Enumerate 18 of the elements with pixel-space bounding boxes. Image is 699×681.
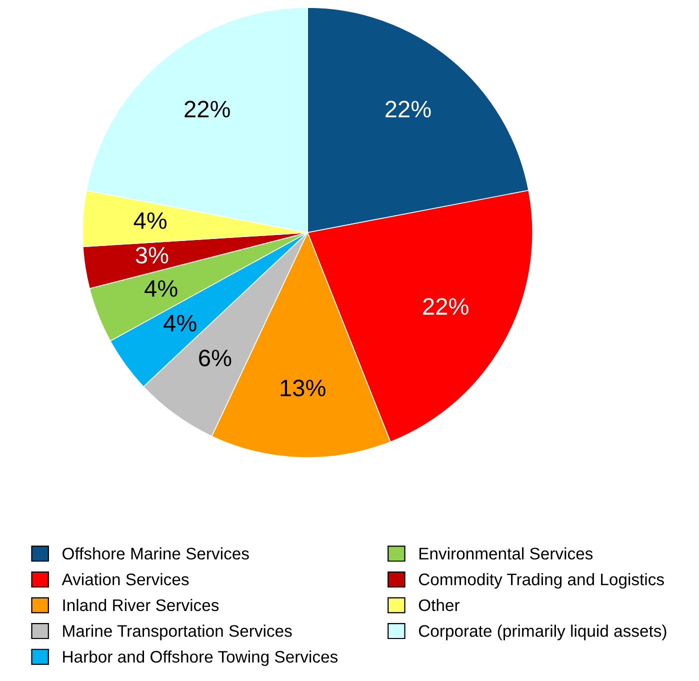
data-label: 13%: [280, 380, 326, 396]
legend-label: Corporate (primarily liquid assets): [418, 624, 666, 640]
data-label: 6%: [199, 350, 232, 366]
data-label: 22%: [184, 100, 230, 118]
legend-label: Aviation Services: [62, 573, 189, 586]
data-label: 4%: [134, 212, 167, 229]
data-label: 22%: [386, 100, 431, 118]
legend-label: Inland River Services: [63, 598, 219, 612]
data-label: 4%: [164, 314, 196, 332]
data-label: 22%: [423, 298, 468, 315]
legend-label: Offshore Marine Services: [62, 547, 249, 560]
legend-label: Environmental Services: [419, 547, 593, 560]
legend-label: Harbor and Offshore Towing Services: [63, 650, 338, 666]
legend-label: Marine Transportation Services: [63, 624, 292, 640]
legend-label: Commodity Trading and Logistics: [418, 573, 664, 589]
data-label: 4%: [144, 280, 178, 297]
legend-label: Other: [418, 598, 460, 612]
data-label: 3%: [136, 246, 168, 264]
